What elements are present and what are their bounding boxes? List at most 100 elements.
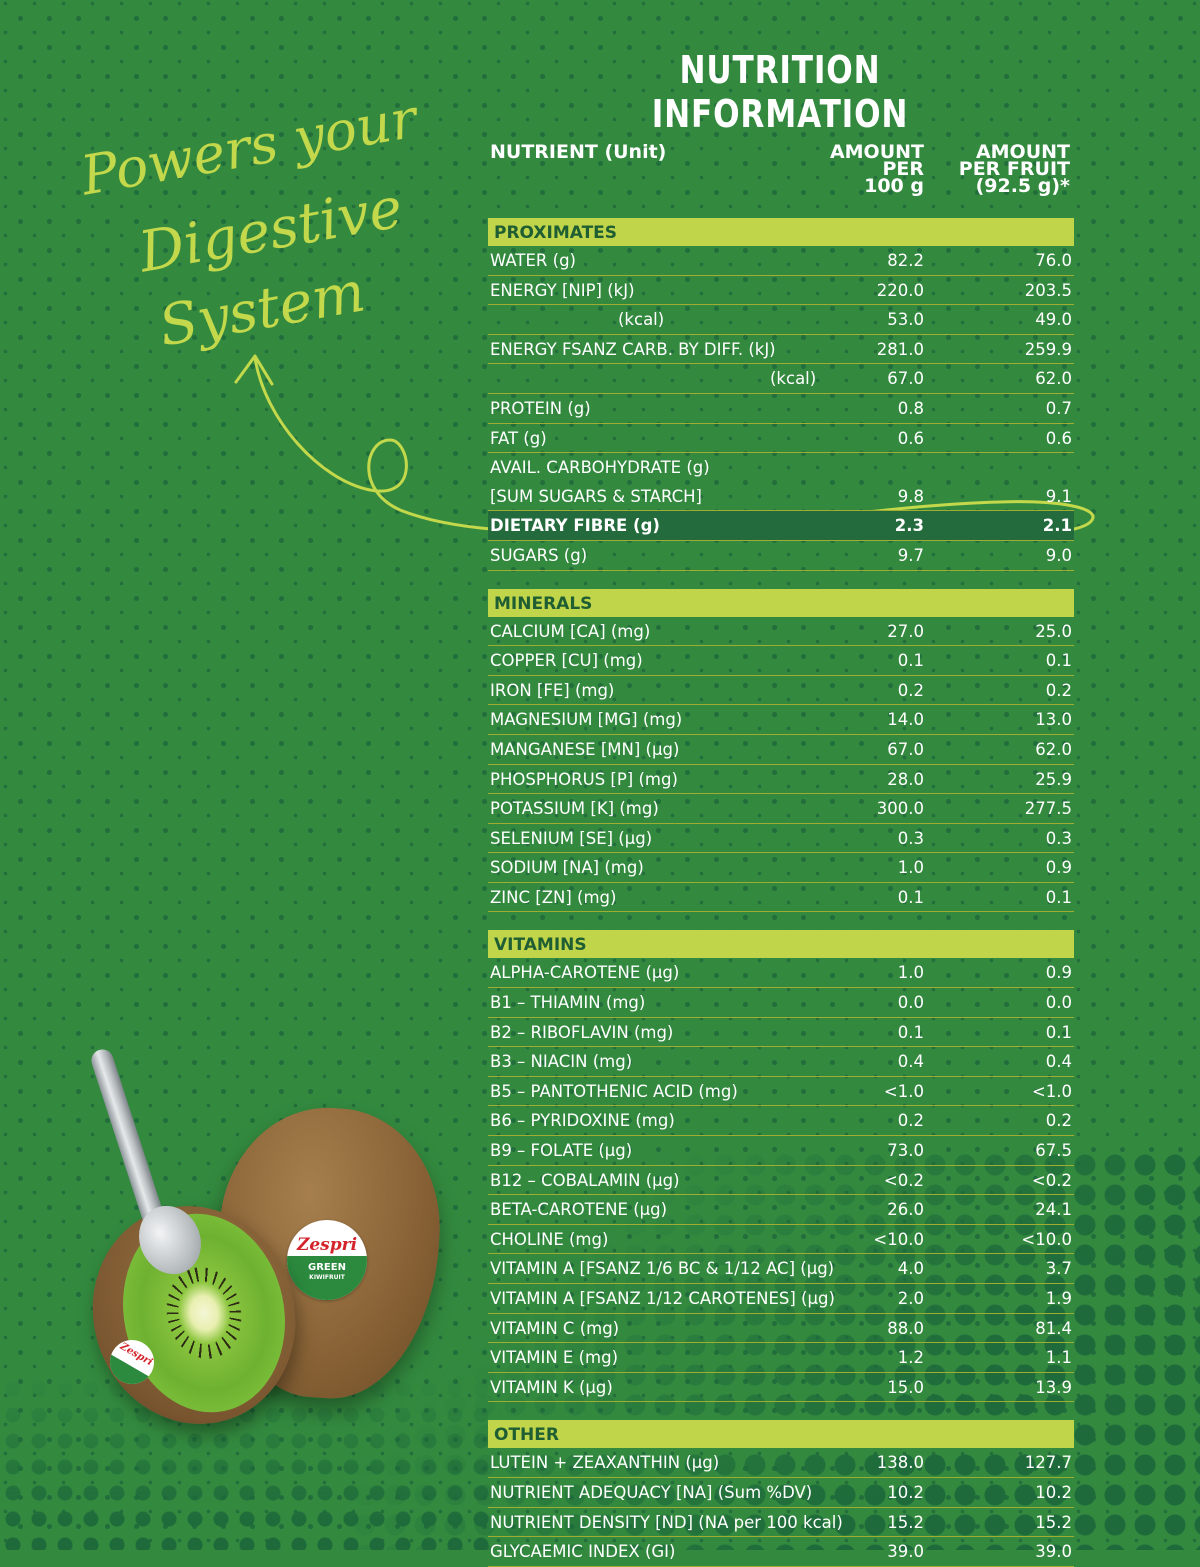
- table-row: POTASSIUM [K] (mg) 300.0 277.5: [488, 794, 1074, 824]
- amount-per-100g: 0.0: [897, 993, 924, 1013]
- table-row-highlighted: DIETARY FIBRE (g) 2.3 2.1: [488, 511, 1074, 541]
- header-line: 100 g: [864, 175, 924, 197]
- amount-per-100g: 1.0: [897, 858, 924, 878]
- amount-per-100g: 14.0: [887, 710, 924, 730]
- nutrient-name: SODIUM [NA] (mg): [490, 858, 644, 878]
- table-sections: PROXIMATES WATER (g) 82.2 76.0 ENERGY [NIP] …: [488, 218, 1074, 1567]
- table-row: VITAMIN K (µg) 15.0 13.9: [488, 1373, 1074, 1403]
- amount-per-100g: 0.8: [897, 398, 924, 418]
- nutrient-name: MAGNESIUM [MG] (mg): [490, 710, 683, 730]
- amount-per-fruit: 39.0: [1035, 1542, 1072, 1562]
- table-row: WATER (g) 82.2 76.0: [488, 246, 1074, 276]
- amount-per-fruit: 259.9: [1024, 339, 1072, 359]
- table-row: COPPER [CU] (mg) 0.1 0.1: [488, 646, 1074, 676]
- nutrient-name: POTASSIUM [K] (mg): [490, 799, 659, 819]
- nutrient-name: B9 – FOLATE (µg): [490, 1141, 633, 1161]
- header-line: PER FRUIT: [958, 158, 1070, 180]
- table-row: B6 – PYRIDOXINE (mg) 0.2 0.2: [488, 1106, 1074, 1137]
- nutrient-name: [SUM SUGARS & STARCH]: [490, 486, 702, 506]
- amount-per-fruit: <10.0: [1021, 1229, 1072, 1249]
- nutrient-name: VITAMIN A [FSANZ 1/6 BC & 1/12 AC] (µg): [490, 1259, 835, 1279]
- nutrient-name: CHOLINE (mg): [490, 1229, 609, 1249]
- amount-per-fruit: 25.9: [1035, 769, 1072, 789]
- amount-per-100g: 0.1: [897, 651, 924, 671]
- table-row: AVAIL. CARBOHYDRATE (g): [488, 453, 1074, 482]
- amount-per-100g: <10.0: [873, 1229, 924, 1249]
- nutrient-name: BETA-CAROTENE (µg): [490, 1200, 668, 1220]
- table-row: CALCIUM [CA] (mg) 27.0 25.0: [488, 617, 1074, 647]
- amount-per-100g: 10.2: [887, 1482, 924, 1502]
- amount-per-fruit: 24.1: [1035, 1200, 1072, 1220]
- amount-per-100g: 15.0: [887, 1377, 924, 1397]
- amount-per-fruit: 49.0: [1035, 310, 1072, 330]
- section-gap: [488, 912, 1074, 924]
- nutrient-name: (kcal): [618, 310, 665, 330]
- table-row: VITAMIN E (mg) 1.2 1.1: [488, 1343, 1074, 1373]
- nutrient-name: LUTEIN + ZEAXANTHIN (µg): [490, 1453, 720, 1473]
- section-gap: [488, 571, 1074, 583]
- nutrient-name: (kcal): [770, 369, 817, 389]
- amount-per-100g: 0.3: [897, 828, 924, 848]
- nutrient-name: SELENIUM [SE] (µg): [490, 828, 653, 848]
- table-row: ENERGY FSANZ CARB. BY DIFF. (kJ) 281.0 259…: [488, 335, 1074, 365]
- nutrient-name: VITAMIN C (mg): [490, 1318, 620, 1338]
- amount-per-fruit: 0.1: [1045, 1022, 1072, 1042]
- amount-per-100g: 2.3: [894, 516, 924, 536]
- amount-per-100g: 4.0: [897, 1259, 924, 1279]
- amount-per-100g: 9.8: [897, 486, 924, 506]
- table-row: B2 – RIBOFLAVIN (mg) 0.1 0.1: [488, 1018, 1074, 1048]
- header-line: AMOUNT: [975, 141, 1070, 163]
- amount-per-fruit: 1.1: [1045, 1348, 1072, 1368]
- nutrient-name: NUTRIENT DENSITY [ND] (NA per 100 kcal): [490, 1512, 843, 1532]
- table-row: B1 – THIAMIN (mg) 0.0 0.0: [488, 988, 1074, 1018]
- nutrient-name: FAT (g): [490, 428, 547, 448]
- amount-per-100g: 220.0: [876, 280, 924, 300]
- table-row: ALPHA-CAROTENE (µg) 1.0 0.9: [488, 958, 1074, 989]
- table-row: PROTEIN (g) 0.8 0.7: [488, 394, 1074, 424]
- nutrient-name: IRON [FE] (mg): [490, 680, 615, 700]
- amount-per-100g: 88.0: [887, 1318, 924, 1338]
- table-row: SODIUM [NA] (mg) 1.0 0.9: [488, 853, 1074, 883]
- section-header-vitamins: VITAMINS: [488, 930, 1074, 959]
- nutrient-name: COPPER [CU] (mg): [490, 651, 643, 671]
- amount-per-100g: 0.1: [897, 887, 924, 907]
- amount-per-fruit: 62.0: [1035, 369, 1072, 389]
- amount-per-100g: 0.6: [897, 428, 924, 448]
- table-row: PHOSPHORUS [P] (mg) 28.0 25.9: [488, 765, 1074, 795]
- section-gap: [488, 1402, 1074, 1414]
- table-row: (kcal) 67.0 62.0: [488, 364, 1074, 394]
- amount-per-fruit: 62.0: [1035, 739, 1072, 759]
- amount-per-100g: 0.2: [897, 1111, 924, 1131]
- sticker-brand: Zespri: [296, 1235, 358, 1255]
- table-row: VITAMIN A [FSANZ 1/12 CAROTENES] (µg) 2.0…: [488, 1284, 1074, 1314]
- amount-per-fruit: 13.9: [1035, 1377, 1072, 1397]
- table-row: (kcal) 53.0 49.0: [488, 305, 1074, 335]
- amount-per-100g: <1.0: [883, 1081, 924, 1101]
- table-row: FAT (g) 0.6 0.6: [488, 424, 1074, 454]
- amount-per-fruit: 0.6: [1045, 428, 1072, 448]
- sticker-sub: KIWIFRUIT: [309, 1274, 345, 1281]
- amount-per-fruit: 277.5: [1024, 799, 1072, 819]
- nutrient-name: ZINC [ZN] (mg): [490, 887, 617, 907]
- amount-per-100g: 15.2: [887, 1512, 924, 1532]
- amount-per-fruit: 127.7: [1024, 1453, 1072, 1473]
- nutrient-name: ENERGY [NIP] (kJ): [490, 280, 635, 300]
- nutrient-name: B12 – COBALAMIN (µg): [490, 1170, 680, 1190]
- amount-per-100g: 1.0: [897, 963, 924, 983]
- header-nutrient: NUTRIENT (Unit): [490, 141, 667, 163]
- table-row: B5 – PANTOTHENIC ACID (mg) <1.0 <1.0: [488, 1077, 1074, 1107]
- amount-per-fruit: 0.9: [1045, 858, 1072, 878]
- nutrient-name: GLYCAEMIC INDEX (GI): [490, 1542, 676, 1562]
- header-line: (92.5 g)*: [975, 175, 1070, 197]
- nutrient-name: PHOSPHORUS [P] (mg): [490, 769, 678, 789]
- amount-per-fruit: 9.1: [1045, 486, 1072, 506]
- nutrient-name: B6 – PYRIDOXINE (mg): [490, 1111, 675, 1131]
- nutrition-table: NUTRIENT (Unit) AMOUNT PER 100 g AMOUNT …: [488, 140, 1074, 1567]
- amount-per-fruit: 1.9: [1045, 1289, 1072, 1308]
- nutrient-name: VITAMIN K (µg): [490, 1377, 613, 1397]
- amount-per-fruit: 0.4: [1045, 1052, 1072, 1072]
- amount-per-fruit: 76.0: [1035, 251, 1072, 270]
- amount-per-100g: 0.4: [897, 1052, 924, 1072]
- amount-per-100g: 1.2: [897, 1348, 924, 1368]
- nutrient-name: VITAMIN E (mg): [490, 1348, 619, 1368]
